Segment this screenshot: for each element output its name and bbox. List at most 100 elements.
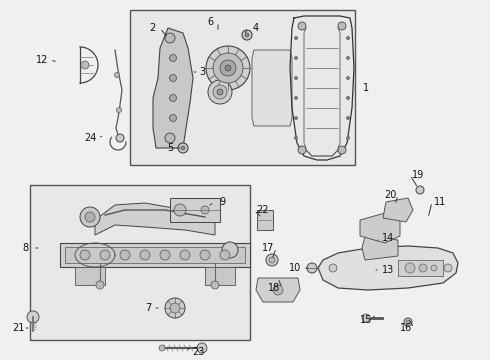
Bar bbox=[75, 267, 105, 285]
Text: 13: 13 bbox=[382, 265, 394, 275]
Circle shape bbox=[27, 311, 39, 323]
Circle shape bbox=[100, 250, 110, 260]
Circle shape bbox=[294, 57, 297, 59]
Text: 6: 6 bbox=[207, 17, 213, 27]
Circle shape bbox=[80, 250, 90, 260]
Circle shape bbox=[213, 85, 227, 99]
Bar bbox=[205, 267, 235, 285]
Circle shape bbox=[225, 65, 231, 71]
Circle shape bbox=[431, 265, 437, 271]
Circle shape bbox=[116, 134, 124, 142]
Circle shape bbox=[85, 212, 95, 222]
Circle shape bbox=[273, 285, 283, 295]
Circle shape bbox=[170, 54, 176, 62]
Text: 10: 10 bbox=[289, 263, 301, 273]
Circle shape bbox=[406, 320, 410, 324]
Circle shape bbox=[81, 61, 89, 69]
Circle shape bbox=[213, 53, 243, 83]
Text: 23: 23 bbox=[192, 347, 204, 357]
Circle shape bbox=[170, 114, 176, 122]
Circle shape bbox=[211, 281, 219, 289]
Text: 19: 19 bbox=[412, 170, 424, 180]
Text: 2: 2 bbox=[149, 23, 155, 33]
Circle shape bbox=[178, 143, 188, 153]
Circle shape bbox=[217, 89, 223, 95]
Text: 22: 22 bbox=[256, 205, 268, 215]
Circle shape bbox=[294, 96, 297, 99]
Circle shape bbox=[220, 60, 236, 76]
Bar bbox=[30, 185, 250, 340]
Circle shape bbox=[159, 345, 165, 351]
Circle shape bbox=[362, 314, 370, 322]
Polygon shape bbox=[256, 278, 300, 302]
Circle shape bbox=[294, 36, 297, 40]
Circle shape bbox=[170, 75, 176, 81]
Circle shape bbox=[404, 318, 412, 326]
Text: 8: 8 bbox=[22, 243, 28, 253]
Text: 7: 7 bbox=[145, 303, 151, 313]
Circle shape bbox=[444, 264, 452, 272]
Circle shape bbox=[419, 264, 427, 272]
Circle shape bbox=[165, 33, 175, 43]
Circle shape bbox=[165, 133, 175, 143]
Text: 16: 16 bbox=[400, 323, 412, 333]
Text: 15: 15 bbox=[360, 315, 372, 325]
Circle shape bbox=[338, 146, 346, 154]
Circle shape bbox=[200, 250, 210, 260]
Circle shape bbox=[269, 257, 275, 263]
Circle shape bbox=[80, 207, 100, 227]
Circle shape bbox=[174, 204, 186, 216]
Polygon shape bbox=[153, 28, 193, 148]
Circle shape bbox=[346, 96, 349, 99]
Circle shape bbox=[298, 22, 306, 30]
Circle shape bbox=[160, 250, 170, 260]
Text: 17: 17 bbox=[262, 243, 274, 253]
Polygon shape bbox=[318, 246, 458, 290]
Text: 21: 21 bbox=[12, 323, 24, 333]
Bar bbox=[65, 247, 245, 263]
Bar bbox=[257, 210, 273, 230]
Circle shape bbox=[208, 80, 232, 104]
Circle shape bbox=[206, 46, 250, 90]
Polygon shape bbox=[252, 50, 292, 126]
Circle shape bbox=[120, 250, 130, 260]
Text: 14: 14 bbox=[382, 233, 394, 243]
Polygon shape bbox=[360, 213, 400, 243]
Circle shape bbox=[96, 281, 104, 289]
Circle shape bbox=[346, 36, 349, 40]
Bar bbox=[130, 10, 355, 165]
Circle shape bbox=[245, 33, 249, 37]
Circle shape bbox=[170, 94, 176, 102]
Circle shape bbox=[165, 298, 185, 318]
Text: 1: 1 bbox=[363, 83, 369, 93]
Circle shape bbox=[115, 72, 120, 77]
Circle shape bbox=[294, 77, 297, 80]
Text: 20: 20 bbox=[384, 190, 396, 200]
Polygon shape bbox=[362, 236, 398, 260]
Circle shape bbox=[242, 30, 252, 40]
Text: 12: 12 bbox=[36, 55, 48, 65]
Circle shape bbox=[294, 117, 297, 120]
Text: 24: 24 bbox=[84, 133, 96, 143]
Circle shape bbox=[266, 254, 278, 266]
Circle shape bbox=[307, 263, 317, 273]
Bar bbox=[60, 243, 250, 267]
Circle shape bbox=[298, 146, 306, 154]
Circle shape bbox=[346, 117, 349, 120]
Text: 5: 5 bbox=[167, 143, 173, 153]
Circle shape bbox=[346, 77, 349, 80]
Circle shape bbox=[117, 108, 122, 112]
Text: 4: 4 bbox=[253, 23, 259, 33]
Circle shape bbox=[197, 343, 207, 353]
Circle shape bbox=[346, 57, 349, 59]
Circle shape bbox=[416, 186, 424, 194]
Circle shape bbox=[201, 206, 209, 214]
Circle shape bbox=[222, 242, 238, 258]
Bar bbox=[170, 198, 220, 222]
Text: 9: 9 bbox=[219, 197, 225, 207]
Bar bbox=[398, 260, 443, 276]
Polygon shape bbox=[95, 203, 215, 235]
Circle shape bbox=[405, 263, 415, 273]
Text: 18: 18 bbox=[268, 283, 280, 293]
Circle shape bbox=[338, 22, 346, 30]
